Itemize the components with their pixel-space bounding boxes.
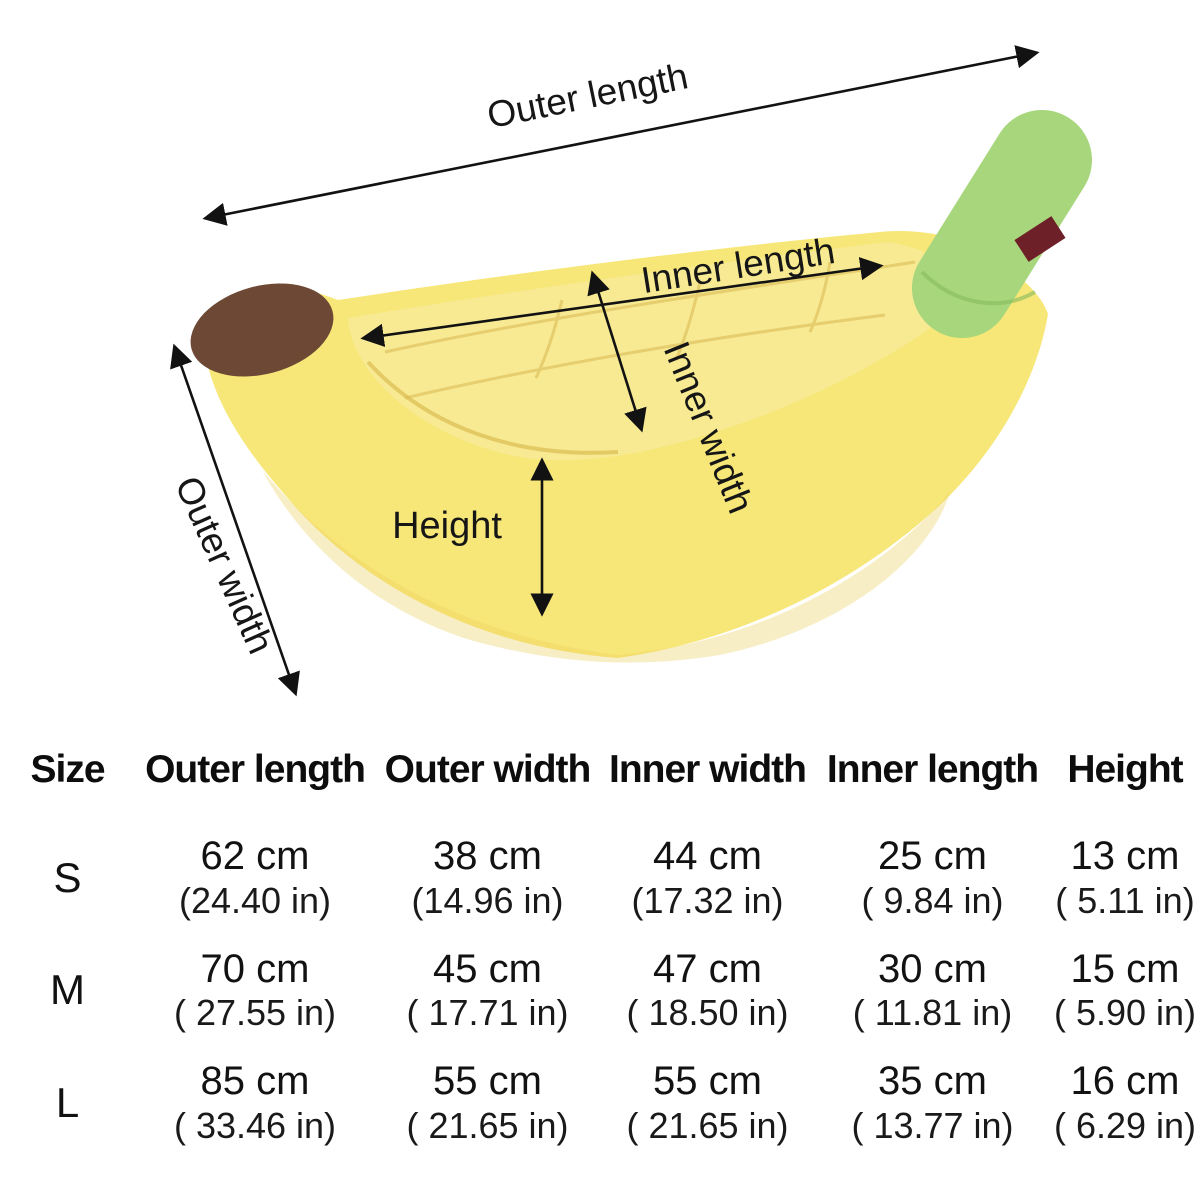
cell-m-outer-width: 45 cm ( 17.71 in) — [375, 935, 600, 1045]
label-outer-width: Outer width — [167, 470, 281, 660]
size-label-l: L — [55, 1078, 80, 1126]
value-inch: ( 5.90 in) — [1053, 992, 1197, 1034]
col-header-size: Size — [30, 748, 105, 791]
value-cm: 38 cm — [433, 834, 542, 879]
value-cm: 85 cm — [200, 1059, 310, 1104]
value-inch: ( 11.81 in) — [852, 992, 1013, 1034]
arrow-inner-width — [587, 270, 647, 433]
value-inch: ( 18.50 in) — [626, 992, 789, 1034]
value-inch: ( 21.65 in) — [406, 1104, 569, 1146]
size-label-s: S — [53, 853, 82, 901]
dimension-arrows — [170, 45, 1040, 697]
cell-l-inner-length: 35 cm ( 13.77 in) — [815, 1045, 1050, 1160]
value-cm: 30 cm — [878, 946, 987, 991]
stem — [912, 110, 1092, 338]
value-cm: 15 cm — [1070, 946, 1180, 991]
cell-m-outer-length: 70 cm ( 27.55 in) — [135, 935, 375, 1045]
col-header-height: Height — [1067, 748, 1183, 791]
value-inch: ( 5.11 in) — [1055, 879, 1195, 921]
banana-bed-illustration: Outer length Inner length Inner width He… — [167, 45, 1092, 697]
value-inch: ( 13.77 in) — [851, 1104, 1014, 1146]
value-inch: ( 21.65 in) — [626, 1104, 789, 1146]
value-inch: ( 33.46 in) — [173, 1104, 337, 1146]
value-cm: 62 cm — [200, 834, 310, 879]
arrow-outer-length — [202, 45, 1040, 226]
value-cm: 13 cm — [1070, 834, 1180, 879]
value-cm: 45 cm — [433, 946, 542, 991]
value-cm: 25 cm — [878, 834, 987, 879]
value-cm: 47 cm — [653, 946, 762, 991]
size-table: Size Outer length Outer width Inner widt… — [0, 720, 1200, 1200]
value-inch: (14.96 in) — [411, 879, 564, 921]
cell-s-outer-width: 38 cm (14.96 in) — [375, 820, 600, 935]
cell-s-inner-length: 25 cm ( 9.84 in) — [815, 820, 1050, 935]
cell-m-inner-width: 47 cm ( 18.50 in) — [600, 935, 815, 1045]
fabric-tag — [1014, 216, 1066, 262]
cell-s-inner-width: 44 cm (17.32 in) — [600, 820, 815, 935]
value-inch: (17.32 in) — [631, 879, 784, 921]
label-height: Height — [392, 505, 502, 547]
cell-m-inner-length: 30 cm ( 11.81 in) — [815, 935, 1050, 1045]
value-cm: 44 cm — [653, 834, 762, 879]
value-cm: 55 cm — [433, 1059, 542, 1104]
label-outer-length: Outer length — [484, 55, 692, 136]
value-inch: ( 6.29 in) — [1053, 1104, 1197, 1146]
cell-l-inner-width: 55 cm ( 21.65 in) — [600, 1045, 815, 1160]
value-inch: ( 27.55 in) — [173, 992, 337, 1034]
value-cm: 35 cm — [878, 1059, 987, 1104]
dimension-diagram: Outer length Inner length Inner width He… — [167, 45, 1092, 697]
size-label-m: M — [50, 966, 85, 1013]
col-header-outer-width: Outer width — [384, 748, 592, 791]
col-header-inner-width: Inner width — [609, 748, 807, 791]
cell-s-height: 13 cm ( 5.11 in) — [1050, 820, 1200, 935]
value-inch: ( 9.84 in) — [861, 879, 1004, 921]
value-inch: (24.40 in) — [178, 879, 332, 921]
value-cm: 55 cm — [653, 1059, 762, 1104]
col-header-outer-length: Outer length — [145, 748, 366, 791]
cell-l-height: 16 cm ( 6.29 in) — [1050, 1045, 1200, 1160]
value-cm: 16 cm — [1070, 1059, 1180, 1104]
value-cm: 70 cm — [200, 946, 310, 991]
stem-base-crease — [920, 270, 1036, 306]
banana-body-shadow — [262, 470, 950, 663]
cell-m-height: 15 cm ( 5.90 in) — [1050, 935, 1200, 1045]
front-rim-crease — [366, 360, 619, 455]
value-inch: ( 17.71 in) — [406, 992, 569, 1034]
cell-l-outer-length: 85 cm ( 33.46 in) — [135, 1045, 375, 1160]
cell-s-outer-length: 62 cm (24.40 in) — [135, 820, 375, 935]
col-header-inner-length: Inner length — [826, 748, 1039, 791]
cell-l-outer-width: 55 cm ( 21.65 in) — [375, 1045, 600, 1160]
arrow-outer-width — [170, 343, 300, 697]
